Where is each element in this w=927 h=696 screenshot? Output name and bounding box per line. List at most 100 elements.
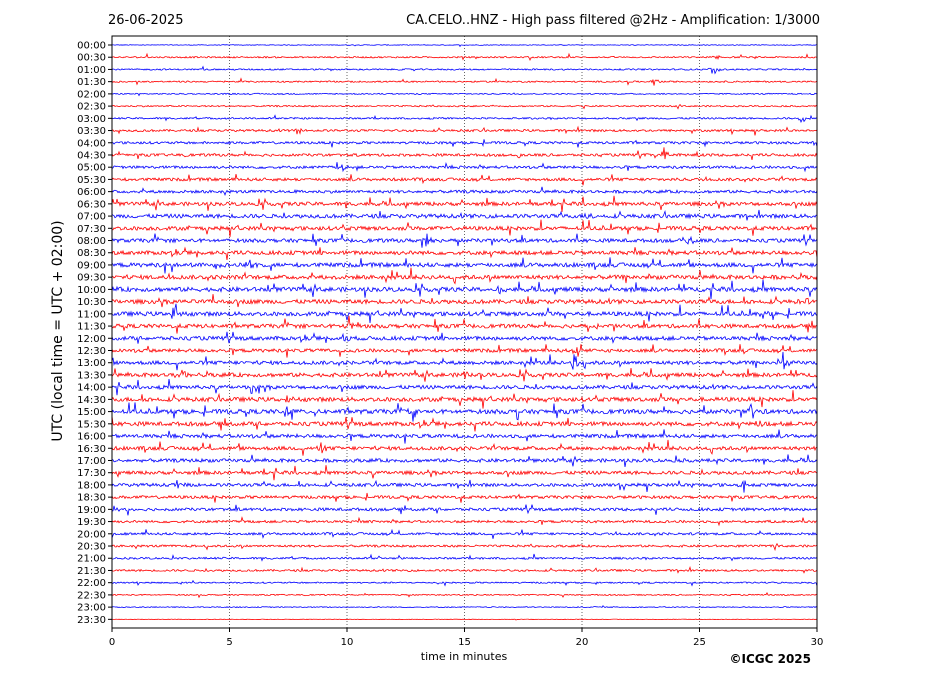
x-tick-label: 25 xyxy=(693,637,706,648)
y-tick-label: 10:00 xyxy=(77,285,106,296)
y-tick-label: 11:00 xyxy=(77,309,106,320)
x-tick-labels: 0 5 10 15 20 25 30 xyxy=(109,628,824,648)
y-tick-label: 22:00 xyxy=(77,578,106,589)
trace-2030 xyxy=(111,542,818,552)
trace-0930 xyxy=(111,267,818,285)
trace-0830 xyxy=(111,246,818,260)
y-tick-label: 21:30 xyxy=(77,566,106,577)
y-tick-label: 01:00 xyxy=(77,65,106,76)
y-tick-label: 11:30 xyxy=(77,322,106,333)
date-title: 26-06-2025 xyxy=(108,13,184,28)
y-tick-label: 12:30 xyxy=(77,346,106,357)
trace-0800 xyxy=(111,233,818,248)
y-tick-label: 09:00 xyxy=(77,260,106,271)
x-tick-label: 15 xyxy=(458,637,471,648)
y-tick-label: 17:30 xyxy=(77,468,106,479)
trace-0900 xyxy=(111,257,818,274)
trace-0630 xyxy=(111,195,818,212)
y-tick-label: 22:30 xyxy=(77,590,106,601)
trace-0030 xyxy=(111,52,818,62)
trace-0000 xyxy=(111,44,818,48)
trace-0500 xyxy=(111,161,818,173)
y-tick-label: 23:00 xyxy=(77,603,106,614)
trace-0330 xyxy=(111,125,818,136)
y-tick-label: 21:00 xyxy=(77,554,106,565)
trace-1930 xyxy=(111,516,818,527)
y-tick-label: 05:00 xyxy=(77,163,106,174)
y-tick-label: 04:30 xyxy=(77,150,106,161)
trace-1600 xyxy=(111,429,818,444)
y-tick-label: 23:30 xyxy=(77,615,106,626)
y-tick-label: 20:30 xyxy=(77,542,106,553)
y-tick-label: 05:30 xyxy=(77,175,106,186)
y-tick-label: 01:30 xyxy=(77,77,106,88)
trace-1430 xyxy=(111,390,818,409)
y-tick-label: 08:30 xyxy=(77,248,106,259)
trace-2330 xyxy=(111,618,818,621)
trace-1800 xyxy=(111,479,818,493)
y-tick-label: 08:00 xyxy=(77,236,106,247)
grid-lines xyxy=(229,36,700,628)
trace-1100 xyxy=(111,303,818,324)
y-tick-label: 20:00 xyxy=(77,529,106,540)
x-tick-label: 30 xyxy=(811,637,824,648)
trace-1130 xyxy=(111,315,818,334)
trace-0300 xyxy=(111,114,818,123)
trace-2230 xyxy=(111,592,818,599)
trace-1030 xyxy=(111,294,818,308)
trace-2130 xyxy=(111,566,818,574)
trace-1700 xyxy=(111,454,818,468)
y-tick-label: 14:30 xyxy=(77,395,106,406)
y-tick-label: 18:00 xyxy=(77,480,106,491)
trace-1200 xyxy=(111,331,818,344)
y-tick-label: 03:30 xyxy=(77,126,106,137)
y-tick-label: 16:00 xyxy=(77,432,106,443)
y-tick-label: 13:30 xyxy=(77,370,106,381)
trace-1730 xyxy=(111,465,818,481)
trace-0230 xyxy=(111,103,818,110)
trace-1830 xyxy=(111,492,818,503)
y-tick-label: 04:00 xyxy=(77,138,106,149)
trace-1900 xyxy=(111,504,818,516)
y-tick-label: 09:30 xyxy=(77,273,106,284)
y-tick-label: 02:30 xyxy=(77,102,106,113)
trace-0130 xyxy=(111,77,818,86)
trace-1530 xyxy=(111,416,818,432)
trace-0530 xyxy=(111,174,818,186)
y-tick-label: 14:00 xyxy=(77,383,106,394)
y-tick-label: 00:00 xyxy=(77,41,106,52)
trace-2100 xyxy=(111,553,818,562)
plot-frame xyxy=(111,35,818,629)
trace-1000 xyxy=(111,279,818,300)
x-axis-label: time in minutes xyxy=(421,650,508,663)
x-tick-label: 10 xyxy=(341,637,354,648)
trace-0100 xyxy=(111,65,818,75)
trace-1330 xyxy=(111,368,818,382)
chart-title: CA.CELO..HNZ - High pass filtered @2Hz -… xyxy=(406,13,820,28)
trace-1500 xyxy=(111,402,818,422)
y-tick-label: 07:00 xyxy=(77,212,106,223)
copyright-notice: ©ICGC 2025 xyxy=(729,652,811,666)
y-tick-label: 02:00 xyxy=(77,89,106,100)
trace-0700 xyxy=(111,209,818,221)
y-axis-label: UTC (local time = UTC + 02:00) xyxy=(50,220,66,441)
trace-0430 xyxy=(111,147,818,161)
y-tick-label: 19:00 xyxy=(77,505,106,516)
y-tick-label: 13:00 xyxy=(77,358,106,369)
trace-2000 xyxy=(111,528,818,539)
trace-1630 xyxy=(111,439,818,456)
y-tick-label: 00:30 xyxy=(77,53,106,64)
trace-1230 xyxy=(111,344,818,358)
trace-1300 xyxy=(111,351,818,371)
y-tick-label: 16:30 xyxy=(77,444,106,455)
y-tick-label: 19:30 xyxy=(77,517,106,528)
trace-2300 xyxy=(111,605,818,609)
trace-2200 xyxy=(111,579,818,587)
y-tick-label: 06:00 xyxy=(77,187,106,198)
y-tick-label: 06:30 xyxy=(77,199,106,210)
trace-1400 xyxy=(111,379,818,396)
seismic-traces xyxy=(111,44,818,621)
y-tick-label: 17:00 xyxy=(77,456,106,467)
